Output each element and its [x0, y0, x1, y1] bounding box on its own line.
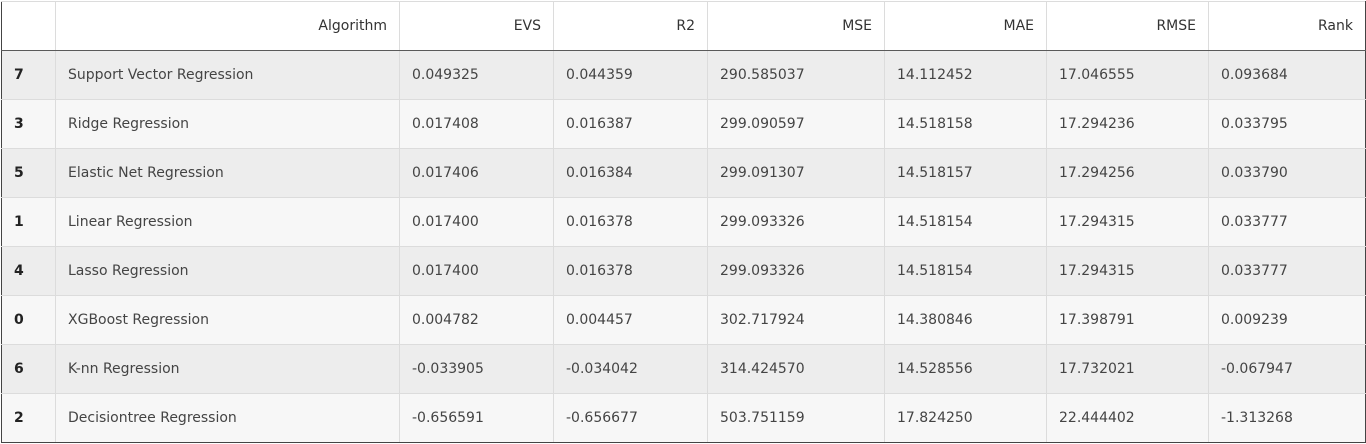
cell-mae: 14.518154 — [884, 197, 1047, 247]
cell-rmse: 17.294236 — [1046, 99, 1209, 149]
header-algorithm: Algorithm — [55, 1, 400, 51]
row-index: 4 — [1, 246, 56, 296]
cell-mse: 503.751159 — [707, 393, 885, 443]
cell-r2: -0.656677 — [553, 393, 708, 443]
cell-algorithm: Ridge Regression — [55, 99, 400, 149]
cell-evs: 0.017406 — [399, 148, 554, 198]
cell-algorithm: Linear Regression — [55, 197, 400, 247]
cell-evs: -0.033905 — [399, 344, 554, 394]
cell-evs: 0.017400 — [399, 197, 554, 247]
cell-r2: 0.004457 — [553, 295, 708, 345]
row-index: 7 — [1, 50, 56, 100]
cell-rank: 0.033790 — [1208, 148, 1366, 198]
cell-rank: 0.093684 — [1208, 50, 1366, 100]
cell-evs: 0.017400 — [399, 246, 554, 296]
table-row: 5 Elastic Net Regression 0.017406 0.0163… — [1, 148, 1366, 198]
cell-mae: 14.518158 — [884, 99, 1047, 149]
cell-rank: 0.033777 — [1208, 197, 1366, 247]
cell-mae: 17.824250 — [884, 393, 1047, 443]
header-mae: MAE — [884, 1, 1047, 51]
cell-evs: 0.017408 — [399, 99, 554, 149]
cell-r2: 0.016378 — [553, 246, 708, 296]
cell-mse: 314.424570 — [707, 344, 885, 394]
cell-mae: 14.528556 — [884, 344, 1047, 394]
cell-mse: 299.090597 — [707, 99, 885, 149]
cell-rank: -0.067947 — [1208, 344, 1366, 394]
cell-evs: -0.656591 — [399, 393, 554, 443]
header-rank: Rank — [1208, 1, 1366, 51]
cell-rmse: 17.294315 — [1046, 197, 1209, 247]
header-rmse: RMSE — [1046, 1, 1209, 51]
cell-algorithm: K-nn Regression — [55, 344, 400, 394]
cell-mae: 14.380846 — [884, 295, 1047, 345]
header-mse: MSE — [707, 1, 885, 51]
table-header: Algorithm EVS R2 MSE MAE RMSE Rank — [1, 1, 1366, 51]
cell-rmse: 17.732021 — [1046, 344, 1209, 394]
cell-rank: 0.009239 — [1208, 295, 1366, 345]
row-index: 2 — [1, 393, 56, 443]
cell-rmse: 17.046555 — [1046, 50, 1209, 100]
table-row: 4 Lasso Regression 0.017400 0.016378 299… — [1, 246, 1366, 296]
table-row: 0 XGBoost Regression 0.004782 0.004457 3… — [1, 295, 1366, 345]
cell-algorithm: Decisiontree Regression — [55, 393, 400, 443]
cell-rank: 0.033795 — [1208, 99, 1366, 149]
cell-mse: 299.093326 — [707, 246, 885, 296]
header-index — [1, 1, 56, 51]
cell-mae: 14.112452 — [884, 50, 1047, 100]
cell-algorithm: XGBoost Regression — [55, 295, 400, 345]
cell-rank: -1.313268 — [1208, 393, 1366, 443]
table-row: 3 Ridge Regression 0.017408 0.016387 299… — [1, 99, 1366, 149]
cell-algorithm: Support Vector Regression — [55, 50, 400, 100]
cell-mse: 299.093326 — [707, 197, 885, 247]
cell-r2: 0.016387 — [553, 99, 708, 149]
cell-r2: -0.034042 — [553, 344, 708, 394]
cell-rmse: 22.444402 — [1046, 393, 1209, 443]
row-index: 6 — [1, 344, 56, 394]
cell-rmse: 17.398791 — [1046, 295, 1209, 345]
cell-algorithm: Elastic Net Regression — [55, 148, 400, 198]
table-body: 7 Support Vector Regression 0.049325 0.0… — [1, 50, 1366, 443]
cell-evs: 0.049325 — [399, 50, 554, 100]
cell-mse: 290.585037 — [707, 50, 885, 100]
row-index: 1 — [1, 197, 56, 247]
table-row: 1 Linear Regression 0.017400 0.016378 29… — [1, 197, 1366, 247]
cell-rmse: 17.294256 — [1046, 148, 1209, 198]
row-index: 3 — [1, 99, 56, 149]
cell-mae: 14.518154 — [884, 246, 1047, 296]
header-r2: R2 — [553, 1, 708, 51]
cell-r2: 0.016384 — [553, 148, 708, 198]
header-row: Algorithm EVS R2 MSE MAE RMSE Rank — [1, 1, 1366, 51]
header-evs: EVS — [399, 1, 554, 51]
cell-evs: 0.004782 — [399, 295, 554, 345]
cell-mae: 14.518157 — [884, 148, 1047, 198]
cell-mse: 302.717924 — [707, 295, 885, 345]
cell-algorithm: Lasso Regression — [55, 246, 400, 296]
table-row: 7 Support Vector Regression 0.049325 0.0… — [1, 50, 1366, 100]
row-index: 0 — [1, 295, 56, 345]
table-row: 2 Decisiontree Regression -0.656591 -0.6… — [1, 393, 1366, 443]
cell-mse: 299.091307 — [707, 148, 885, 198]
row-index: 5 — [1, 148, 56, 198]
cell-rmse: 17.294315 — [1046, 246, 1209, 296]
table-row: 6 K-nn Regression -0.033905 -0.034042 31… — [1, 344, 1366, 394]
cell-rank: 0.033777 — [1208, 246, 1366, 296]
cell-r2: 0.044359 — [553, 50, 708, 100]
cell-r2: 0.016378 — [553, 197, 708, 247]
